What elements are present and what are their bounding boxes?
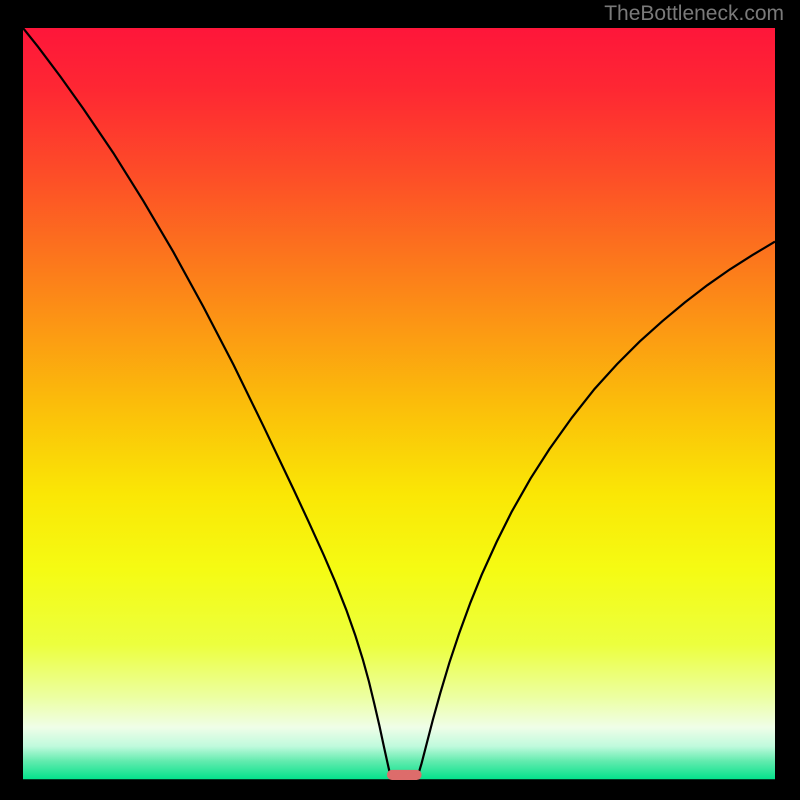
gradient-background bbox=[23, 28, 775, 780]
plot-svg bbox=[23, 28, 775, 780]
chart-container: TheBottleneck.com bbox=[0, 0, 800, 800]
plot-area bbox=[23, 28, 775, 780]
watermark-text: TheBottleneck.com bbox=[604, 2, 784, 26]
bottleneck-marker bbox=[387, 770, 422, 780]
